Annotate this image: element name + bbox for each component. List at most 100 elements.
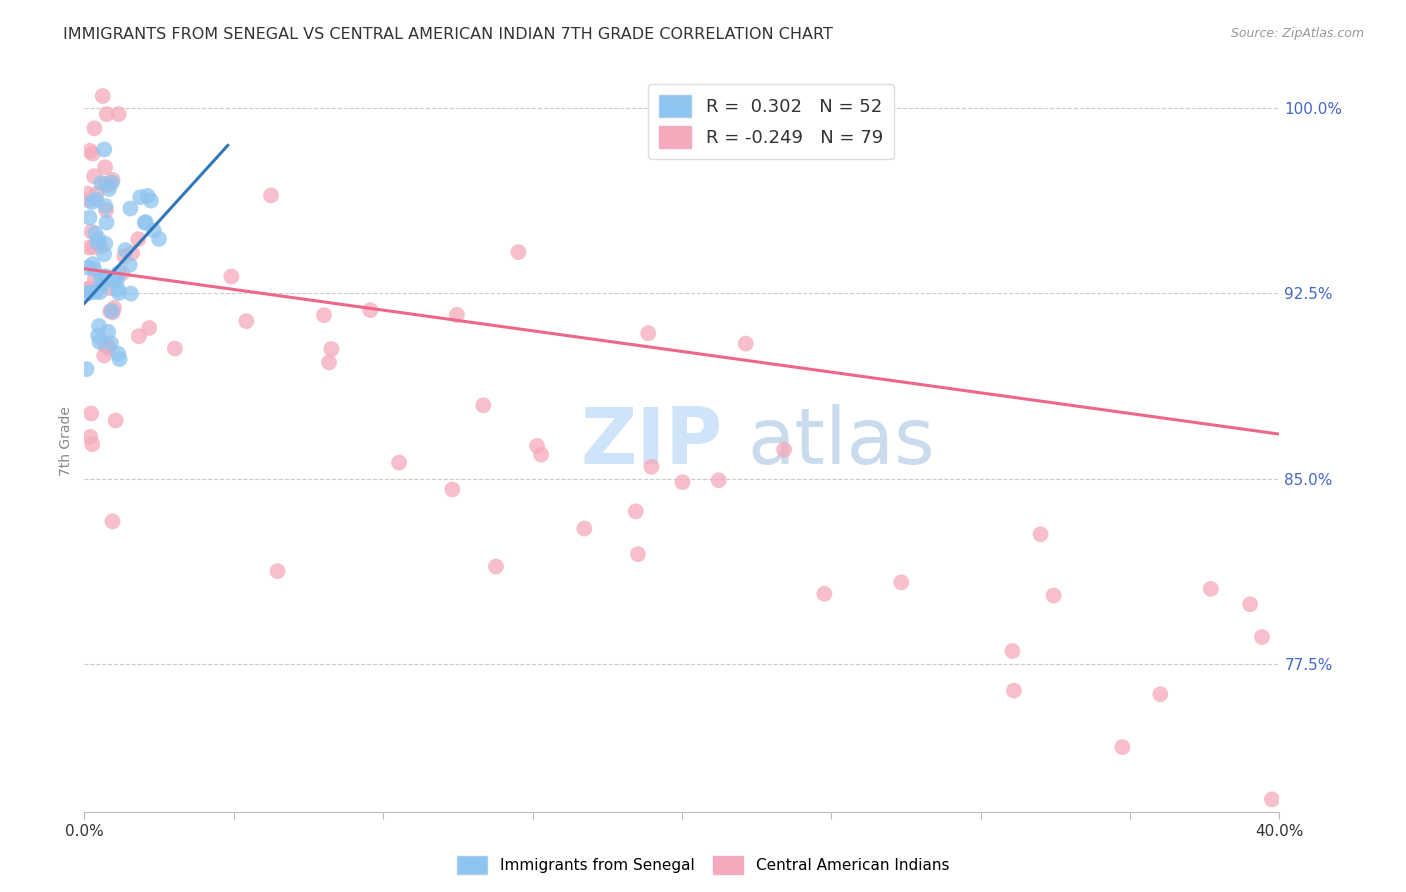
- Point: [107, 282, 129, 296]
- Legend: Immigrants from Senegal, Central American Indians: Immigrants from Senegal, Central America…: [451, 850, 955, 880]
- Point: [87, 328, 110, 343]
- Point: [80, 225, 103, 239]
- Point: [87, 232, 110, 246]
- Point: [129, 190, 152, 204]
- Point: [94, 177, 117, 191]
- Point: [1199, 582, 1222, 596]
- Point: [1029, 527, 1052, 541]
- Point: [107, 107, 129, 121]
- Point: [82, 437, 104, 451]
- Point: [83, 121, 105, 136]
- Text: atlas: atlas: [748, 403, 935, 480]
- Point: [84, 285, 107, 299]
- Point: [93, 349, 115, 363]
- Point: [127, 232, 149, 246]
- Legend: R =  0.302   N = 52, R = -0.249   N = 79: R = 0.302 N = 52, R = -0.249 N = 79: [648, 84, 894, 159]
- Point: [101, 272, 124, 286]
- Point: [108, 352, 131, 367]
- Point: [266, 564, 288, 578]
- Point: [86, 235, 108, 250]
- Point: [472, 398, 495, 412]
- Point: [530, 448, 553, 462]
- Point: [82, 194, 104, 209]
- Point: [94, 338, 117, 352]
- Point: [79, 285, 101, 300]
- Point: [321, 342, 343, 356]
- Point: [97, 342, 120, 356]
- Text: IMMIGRANTS FROM SENEGAL VS CENTRAL AMERICAN INDIAN 7TH GRADE CORRELATION CHART: IMMIGRANTS FROM SENEGAL VS CENTRAL AMERI…: [63, 27, 834, 42]
- Point: [101, 173, 124, 187]
- Point: [637, 326, 659, 341]
- Point: [105, 272, 128, 286]
- Point: [707, 473, 730, 487]
- Point: [120, 202, 142, 216]
- Point: [114, 243, 136, 257]
- Point: [87, 319, 110, 334]
- Point: [83, 262, 105, 277]
- Point: [138, 321, 160, 335]
- Point: [93, 247, 115, 261]
- Point: [94, 270, 117, 285]
- Y-axis label: 7th Grade: 7th Grade: [59, 407, 73, 476]
- Point: [91, 277, 114, 292]
- Point: [671, 475, 693, 490]
- Point: [96, 178, 118, 193]
- Point: [235, 314, 257, 328]
- Point: [89, 285, 111, 299]
- Point: [89, 334, 111, 349]
- Point: [107, 266, 129, 280]
- Point: [813, 587, 835, 601]
- Point: [83, 272, 105, 286]
- Point: [108, 285, 131, 300]
- Point: [97, 182, 120, 196]
- Point: [1042, 589, 1064, 603]
- Point: [80, 406, 103, 420]
- Point: [120, 286, 142, 301]
- Point: [441, 483, 464, 497]
- Point: [91, 89, 114, 103]
- Point: [1251, 630, 1274, 644]
- Point: [103, 273, 125, 287]
- Point: [90, 273, 112, 287]
- Point: [111, 266, 134, 280]
- Point: [97, 339, 120, 353]
- Point: [640, 459, 662, 474]
- Point: [773, 442, 796, 457]
- Point: [359, 303, 381, 318]
- Point: [77, 241, 100, 255]
- Point: [734, 336, 756, 351]
- Point: [890, 575, 912, 590]
- Point: [90, 176, 112, 190]
- Point: [76, 282, 98, 296]
- Point: [1001, 644, 1024, 658]
- Point: [318, 355, 340, 369]
- Point: [128, 329, 150, 343]
- Point: [508, 245, 530, 260]
- Point: [1149, 687, 1171, 701]
- Point: [574, 522, 596, 536]
- Point: [82, 240, 104, 254]
- Point: [84, 187, 107, 202]
- Point: [79, 430, 101, 444]
- Point: [98, 281, 121, 295]
- Point: [101, 514, 124, 528]
- Point: [75, 362, 97, 376]
- Point: [135, 215, 157, 229]
- Point: [121, 246, 143, 260]
- Point: [101, 176, 124, 190]
- Point: [104, 270, 127, 285]
- Point: [76, 260, 98, 275]
- Point: [82, 257, 104, 271]
- Point: [627, 547, 650, 561]
- Point: [94, 199, 117, 213]
- Point: [94, 269, 117, 284]
- Point: [100, 336, 122, 351]
- Point: [94, 203, 117, 218]
- Point: [100, 304, 122, 318]
- Point: [96, 107, 118, 121]
- Point: [103, 301, 125, 315]
- Point: [107, 347, 129, 361]
- Point: [101, 305, 124, 319]
- Point: [312, 308, 335, 322]
- Point: [163, 342, 186, 356]
